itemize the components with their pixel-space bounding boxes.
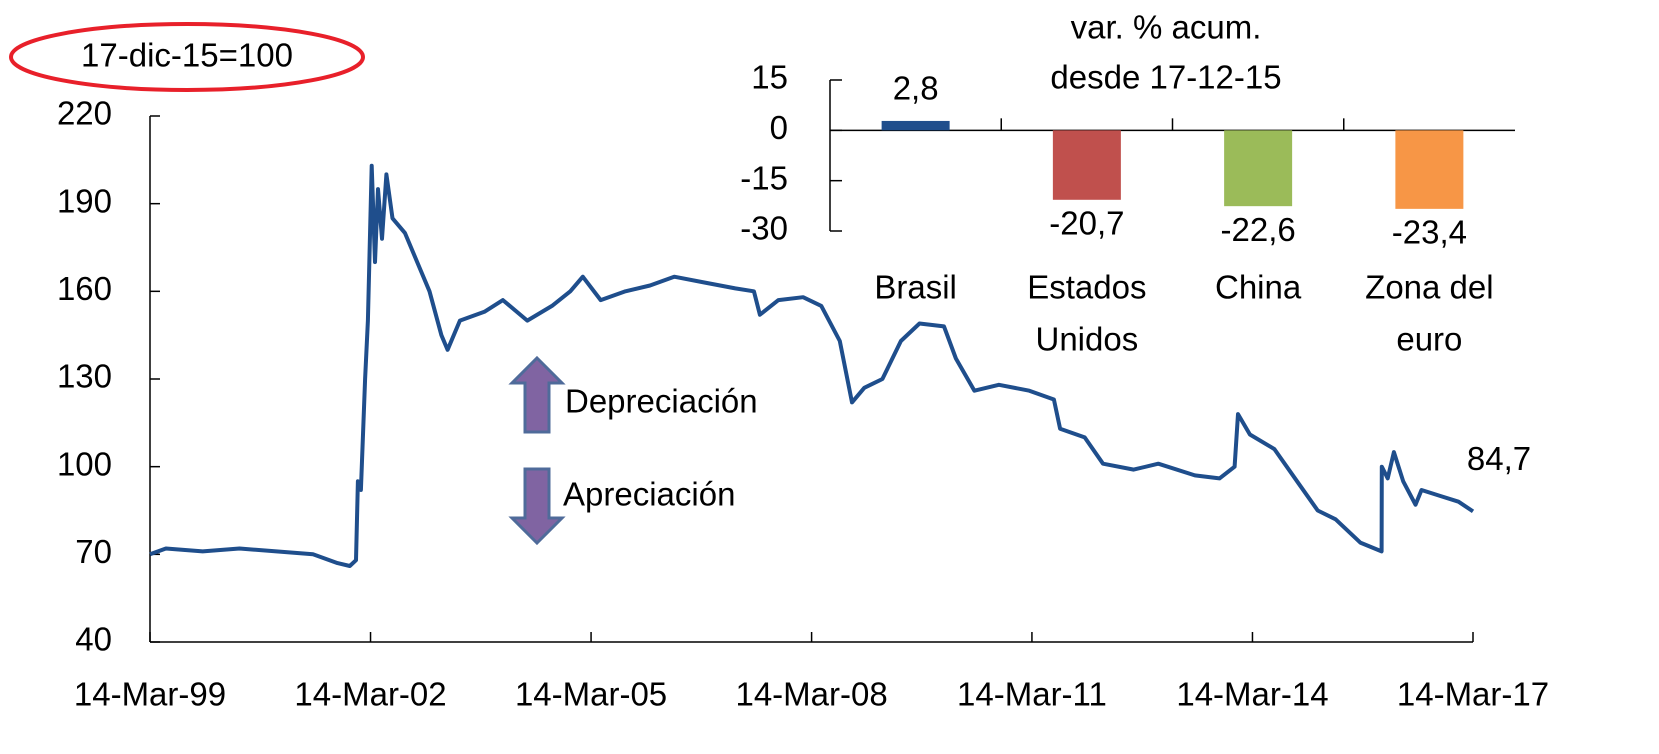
base-note: 17-dic-15=100 (81, 37, 293, 74)
x-tick-label: 14-Mar-11 (957, 676, 1107, 713)
y-tick-label: 160 (57, 270, 112, 307)
x-tick-label: 14-Mar-05 (515, 676, 667, 713)
category-label: Estados (1027, 269, 1146, 306)
inset-title: var. % acum. (1071, 9, 1262, 46)
up-arrow (508, 355, 566, 434)
inset-y-tick-label: 15 (751, 59, 788, 96)
x-tick-label: 14-Mar-02 (294, 676, 446, 713)
category-label: Unidos (1036, 321, 1139, 358)
y-tick-label: 220 (57, 95, 112, 132)
y-tick-label: 190 (57, 182, 112, 219)
y-tick-label: 40 (75, 621, 112, 658)
category-label: Zona del (1365, 269, 1493, 306)
arrow-label: Depreciación (565, 383, 758, 420)
category-label: euro (1396, 321, 1462, 358)
bar-value-label: -22,6 (1221, 211, 1296, 248)
x-tick-label: 14-Mar-99 (74, 676, 226, 713)
bar (881, 120, 950, 131)
category-label: China (1215, 269, 1302, 306)
inset-y-tick-label: -15 (740, 159, 788, 196)
arrow-label: Apreciación (563, 476, 735, 513)
inset-title: desde 17-12-15 (1050, 59, 1281, 96)
bar-value-label: -23,4 (1392, 214, 1467, 251)
bar (1395, 130, 1464, 209)
y-tick-label: 130 (57, 358, 112, 395)
inset-y-tick-label: 0 (770, 109, 788, 146)
y-tick-label: 70 (75, 533, 112, 570)
y-tick-label: 100 (57, 445, 112, 482)
bar-value-label: -20,7 (1049, 205, 1124, 242)
category-label: Brasil (874, 269, 957, 306)
bar (1224, 130, 1293, 207)
x-tick-label: 14-Mar-14 (1176, 676, 1328, 713)
x-tick-label: 14-Mar-17 (1397, 676, 1549, 713)
note-ellipse (9, 22, 365, 92)
down-arrow (508, 467, 566, 546)
bar (1052, 130, 1121, 200)
bar-value-label: 2,8 (893, 70, 939, 107)
x-tick-label: 14-Mar-08 (735, 676, 887, 713)
inset-y-tick-label: -30 (740, 210, 788, 247)
series-line (149, 163, 1475, 568)
end-label: 84,7 (1467, 440, 1531, 477)
